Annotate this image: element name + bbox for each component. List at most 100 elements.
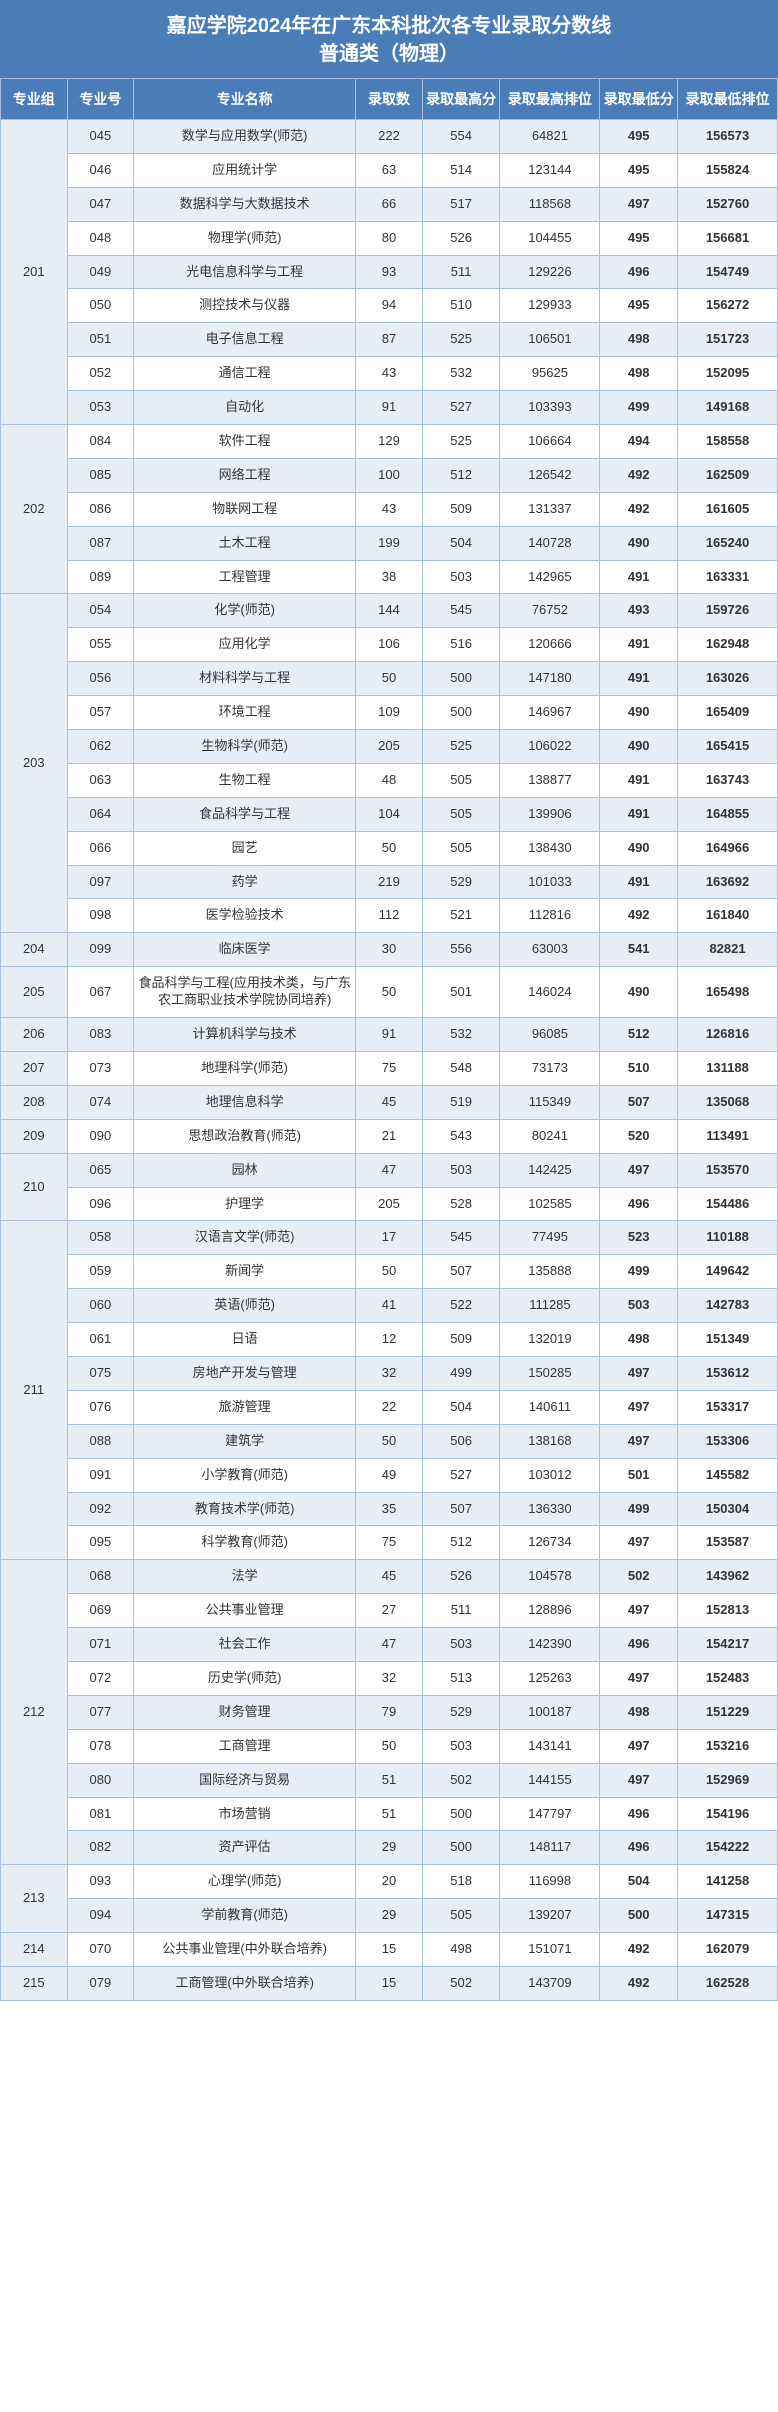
low-score: 490	[600, 526, 678, 560]
table-row: 055应用化学106516120666491162948	[1, 628, 778, 662]
low-score: 497	[600, 1729, 678, 1763]
high-rank: 64821	[500, 120, 600, 154]
major-name: 科学教育(师范)	[134, 1526, 356, 1560]
admit-count: 22	[356, 1390, 423, 1424]
group-cell: 215	[1, 1966, 68, 2000]
admit-count: 50	[356, 967, 423, 1018]
low-rank: 163331	[678, 560, 778, 594]
major-name: 应用化学	[134, 628, 356, 662]
high-score: 503	[422, 1153, 500, 1187]
high-score: 556	[422, 933, 500, 967]
table-row: 098医学检验技术112521112816492161840	[1, 899, 778, 933]
admit-count: 129	[356, 425, 423, 459]
high-rank: 146024	[500, 967, 600, 1018]
low-score: 541	[600, 933, 678, 967]
major-code: 048	[67, 221, 134, 255]
high-rank: 126542	[500, 458, 600, 492]
admit-count: 75	[356, 1051, 423, 1085]
low-rank: 164855	[678, 797, 778, 831]
low-rank: 152969	[678, 1763, 778, 1797]
table-row: 212068法学45526104578502143962	[1, 1560, 778, 1594]
major-name: 国际经济与贸易	[134, 1763, 356, 1797]
col-header: 录取最高分	[422, 79, 500, 120]
low-score: 497	[600, 1390, 678, 1424]
high-rank: 129933	[500, 289, 600, 323]
major-code: 083	[67, 1018, 134, 1052]
major-code: 085	[67, 458, 134, 492]
high-rank: 151071	[500, 1933, 600, 1967]
major-name: 数学与应用数学(师范)	[134, 120, 356, 154]
table-row: 064食品科学与工程104505139906491164855	[1, 797, 778, 831]
low-rank: 154222	[678, 1831, 778, 1865]
admit-count: 80	[356, 221, 423, 255]
table-row: 092教育技术学(师范)35507136330499150304	[1, 1492, 778, 1526]
major-code: 045	[67, 120, 134, 154]
high-score: 502	[422, 1966, 500, 2000]
low-rank: 162948	[678, 628, 778, 662]
major-name: 英语(师范)	[134, 1289, 356, 1323]
low-score: 510	[600, 1051, 678, 1085]
table-row: 203054化学(师范)14454576752493159726	[1, 594, 778, 628]
major-name: 社会工作	[134, 1628, 356, 1662]
table-row: 048物理学(师范)80526104455495156681	[1, 221, 778, 255]
high-rank: 131337	[500, 492, 600, 526]
low-rank: 151349	[678, 1323, 778, 1357]
high-score: 500	[422, 1797, 500, 1831]
group-cell: 211	[1, 1221, 68, 1560]
low-score: 492	[600, 458, 678, 492]
group-cell: 207	[1, 1051, 68, 1085]
major-code: 075	[67, 1356, 134, 1390]
high-score: 526	[422, 1560, 500, 1594]
high-rank: 77495	[500, 1221, 600, 1255]
col-header: 录取最低排位	[678, 79, 778, 120]
high-rank: 139207	[500, 1899, 600, 1933]
high-rank: 106501	[500, 323, 600, 357]
high-rank: 76752	[500, 594, 600, 628]
major-name: 工商管理(中外联合培养)	[134, 1966, 356, 2000]
low-rank: 163743	[678, 763, 778, 797]
major-name: 思想政治教育(师范)	[134, 1119, 356, 1153]
low-score: 523	[600, 1221, 678, 1255]
low-score: 496	[600, 1797, 678, 1831]
major-code: 093	[67, 1865, 134, 1899]
high-score: 500	[422, 696, 500, 730]
low-rank: 155824	[678, 153, 778, 187]
admit-count: 41	[356, 1289, 423, 1323]
high-rank: 143141	[500, 1729, 600, 1763]
major-code: 073	[67, 1051, 134, 1085]
low-rank: 142783	[678, 1289, 778, 1323]
low-score: 496	[600, 1187, 678, 1221]
high-rank: 142390	[500, 1628, 600, 1662]
table-row: 063生物工程48505138877491163743	[1, 763, 778, 797]
table-row: 053自动化91527103393499149168	[1, 391, 778, 425]
admit-count: 205	[356, 730, 423, 764]
low-rank: 152095	[678, 357, 778, 391]
low-rank: 163692	[678, 865, 778, 899]
low-score: 498	[600, 357, 678, 391]
low-score: 496	[600, 1628, 678, 1662]
high-score: 543	[422, 1119, 500, 1153]
low-score: 498	[600, 1323, 678, 1357]
group-cell: 212	[1, 1560, 68, 1865]
table-row: 210065园林47503142425497153570	[1, 1153, 778, 1187]
high-score: 545	[422, 1221, 500, 1255]
high-score: 514	[422, 153, 500, 187]
major-code: 090	[67, 1119, 134, 1153]
major-code: 047	[67, 187, 134, 221]
admit-count: 93	[356, 255, 423, 289]
major-code: 092	[67, 1492, 134, 1526]
major-name: 临床医学	[134, 933, 356, 967]
admission-table: 专业组专业号专业名称录取数录取最高分录取最高排位录取最低分录取最低排位 2010…	[0, 78, 778, 2001]
low-rank: 161840	[678, 899, 778, 933]
low-rank: 151229	[678, 1695, 778, 1729]
low-rank: 165409	[678, 696, 778, 730]
page-title: 嘉应学院2024年在广东本科批次各专业录取分数线 普通类（物理）	[0, 0, 778, 78]
admit-count: 32	[356, 1356, 423, 1390]
major-code: 067	[67, 967, 134, 1018]
low-rank: 143962	[678, 1560, 778, 1594]
table-row: 059新闻学50507135888499149642	[1, 1255, 778, 1289]
low-rank: 153570	[678, 1153, 778, 1187]
low-rank: 156573	[678, 120, 778, 154]
low-rank: 154217	[678, 1628, 778, 1662]
major-name: 房地产开发与管理	[134, 1356, 356, 1390]
